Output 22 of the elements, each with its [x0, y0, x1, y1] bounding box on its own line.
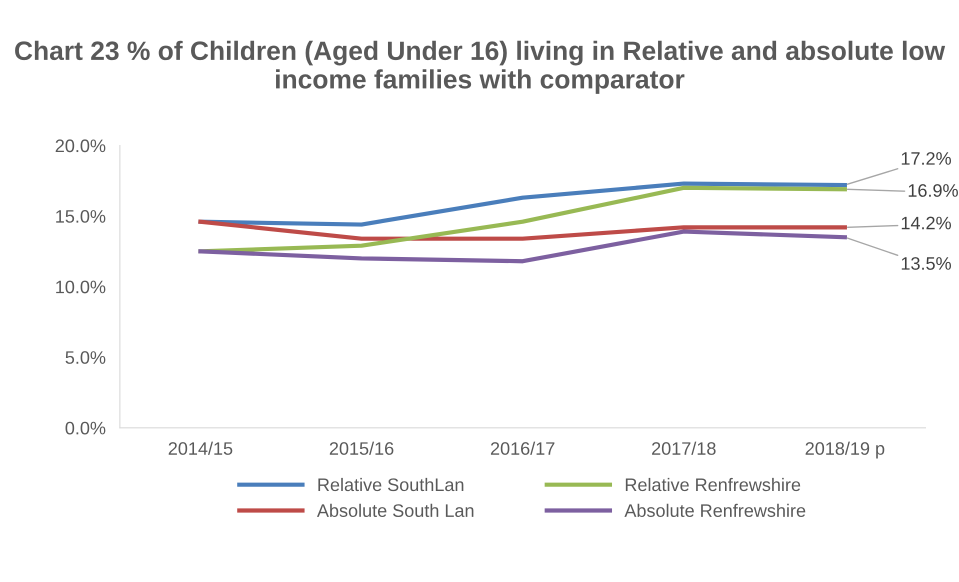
data-label: 16.9% — [908, 184, 958, 197]
chart-title: Chart 23 % of Children (Aged Under 16) living in Relative and absolute low income families with comparator — [15, 40, 946, 94]
data-label: 13.5% — [902, 257, 951, 270]
line-series — [198, 186, 847, 254]
y-tick-label: 10.0% — [56, 280, 106, 294]
y-tick-label: 5.0% — [66, 351, 106, 364]
y-tick-label: 15.0% — [56, 210, 106, 223]
x-tick-label: 2017/18 — [652, 442, 716, 455]
x-tick-label: 2016/17 — [490, 442, 554, 455]
x-tick-label: 2014/15 — [168, 442, 232, 455]
line-series — [198, 182, 847, 227]
x-tick-label: 2018/19 p — [806, 442, 884, 458]
x-tick-label: 2015/16 — [330, 442, 394, 455]
data-label: 17.2% — [902, 152, 951, 165]
data-label: 14.2% — [902, 216, 951, 230]
line-series — [198, 230, 847, 264]
legend-label: Absolute South Lan — [316, 504, 474, 518]
legend-label: Relative Renfrewshire — [626, 478, 800, 492]
legend-label: Absolute Renfrewshire — [624, 504, 806, 518]
y-tick-label: 0.0% — [66, 422, 106, 434]
y-tick-label: 20.0% — [56, 139, 106, 152]
legend-label: Relative SouthLan — [318, 478, 464, 492]
